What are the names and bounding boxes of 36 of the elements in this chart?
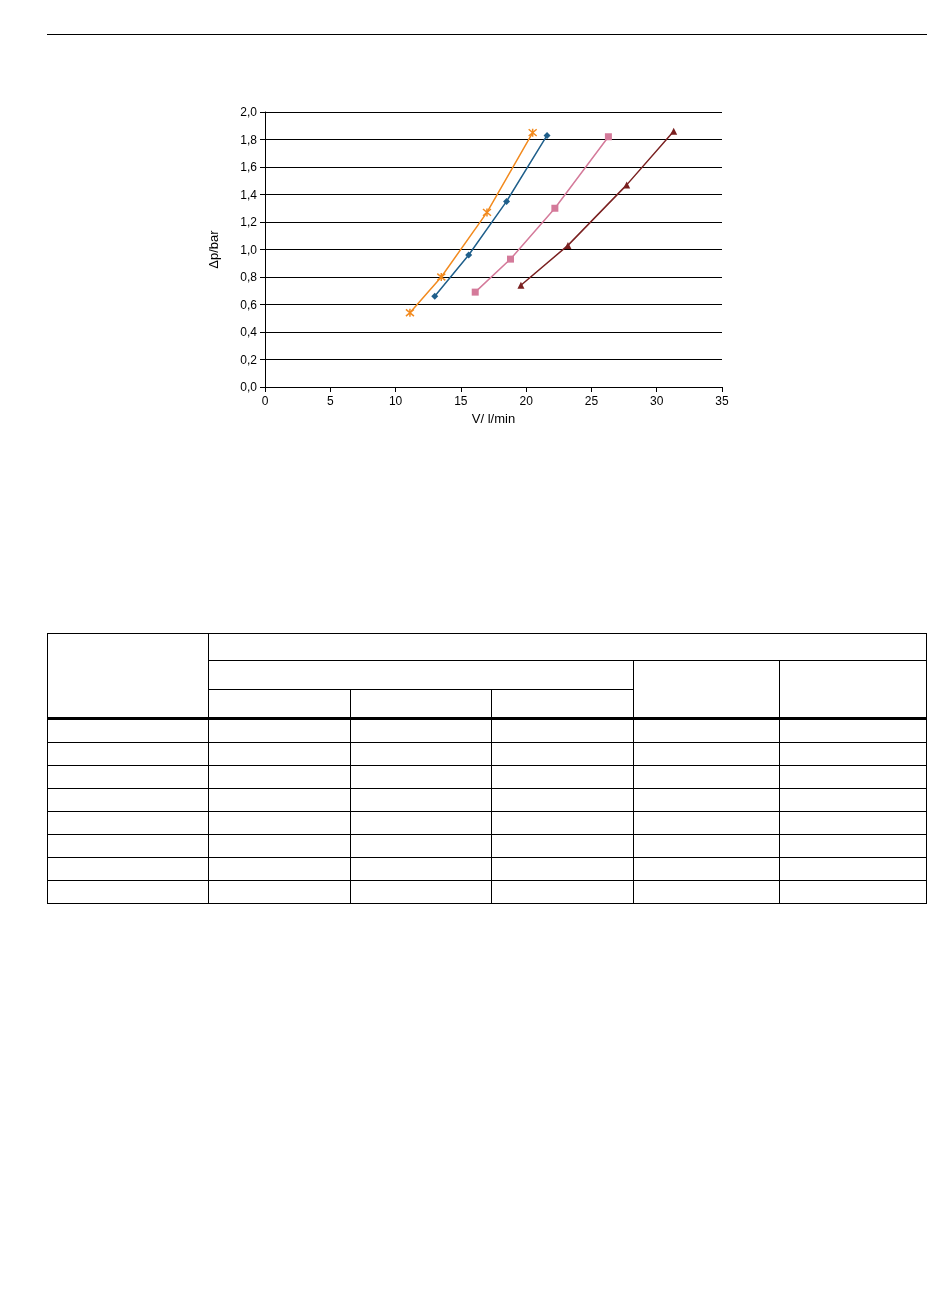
x-tick-label: 30 bbox=[650, 394, 664, 408]
point bbox=[436, 272, 447, 282]
x-tick-label: 35 bbox=[715, 394, 729, 408]
point bbox=[506, 255, 514, 263]
point bbox=[517, 281, 525, 289]
y-tick-label: 0,6 bbox=[240, 297, 258, 312]
y-tick-label: 1,0 bbox=[240, 242, 258, 257]
y-tick-label: 0,8 bbox=[240, 270, 258, 284]
y-tick-label: 1,2 bbox=[240, 215, 258, 229]
x-tick-label: 10 bbox=[388, 394, 403, 408]
point bbox=[564, 241, 572, 249]
x-tick-label: 15 bbox=[454, 394, 468, 408]
y-tick-label: 1,8 bbox=[240, 132, 258, 147]
y-axis-title: Δp/bar bbox=[206, 229, 221, 269]
x-axis-title: V/ l/min bbox=[471, 410, 516, 426]
y-tick-label: 0,2 bbox=[240, 352, 258, 367]
y-tick-label: 0,4 bbox=[240, 325, 258, 339]
point bbox=[405, 308, 415, 318]
y-tick-label: 1,6 bbox=[240, 160, 258, 174]
point bbox=[604, 133, 612, 141]
point bbox=[482, 207, 492, 218]
x-tick-label: 0 bbox=[261, 394, 269, 408]
point bbox=[670, 127, 678, 135]
point bbox=[551, 204, 559, 212]
y-tick-label: 1,4 bbox=[240, 187, 258, 202]
point bbox=[543, 131, 551, 139]
point bbox=[527, 127, 538, 138]
point bbox=[471, 288, 479, 296]
point bbox=[503, 197, 511, 205]
x-tick-label: 5 bbox=[326, 394, 334, 408]
y-tick-label: 2,0 bbox=[240, 105, 258, 119]
point bbox=[431, 292, 439, 300]
y-tick-label: 0,0 bbox=[240, 380, 258, 394]
point bbox=[465, 251, 473, 259]
x-tick-label: 25 bbox=[584, 394, 599, 408]
x-tick-label: 20 bbox=[519, 394, 534, 408]
